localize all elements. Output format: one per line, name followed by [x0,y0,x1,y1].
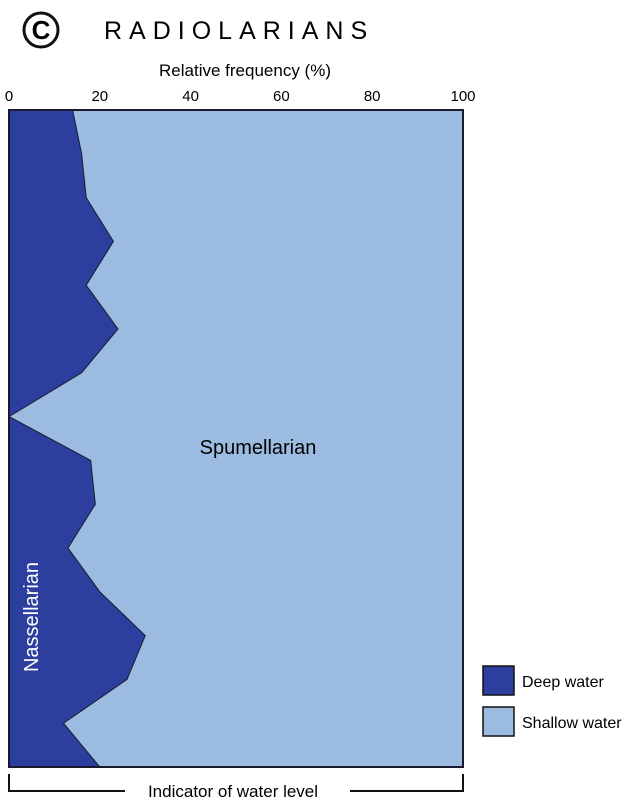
x-axis-title: Relative frequency (%) [159,61,331,80]
plot-area [7,109,464,768]
x-tick-label: 60 [273,88,290,105]
x-tick-label: 40 [182,88,199,105]
label-spumellarian: Spumellarian [200,437,317,459]
legend-swatch-shallow-water [482,706,515,737]
x-tick-label: 100 [450,88,475,105]
footer-label: Indicator of water level [148,782,318,801]
panel-header: C RADIOLARIANS [22,11,374,49]
x-tick-label: 20 [91,88,108,105]
legend-swatch-deep-water [482,665,515,696]
panel-title: RADIOLARIANS [104,17,374,45]
x-tick-label: 0 [5,88,13,105]
footer-bracket: Indicator of water level [8,774,464,801]
panel-letter-circle [22,11,60,49]
legend-label-deep-water: Deep water [522,674,604,691]
area-nassellarian [7,109,146,768]
area-spumellarian [9,110,463,767]
bracket-left [8,774,125,792]
label-nassellarian: Nassellarian [21,562,43,672]
legend: Deep water Shallow water [482,665,622,737]
x-axis-ticks: 0 20 40 60 80 100 [5,88,476,105]
plot-frame [8,109,464,768]
panel-letter: C [32,15,51,45]
bracket-right [350,774,464,792]
legend-label-shallow-water: Shallow water [522,715,622,732]
x-tick-label: 80 [364,88,381,105]
